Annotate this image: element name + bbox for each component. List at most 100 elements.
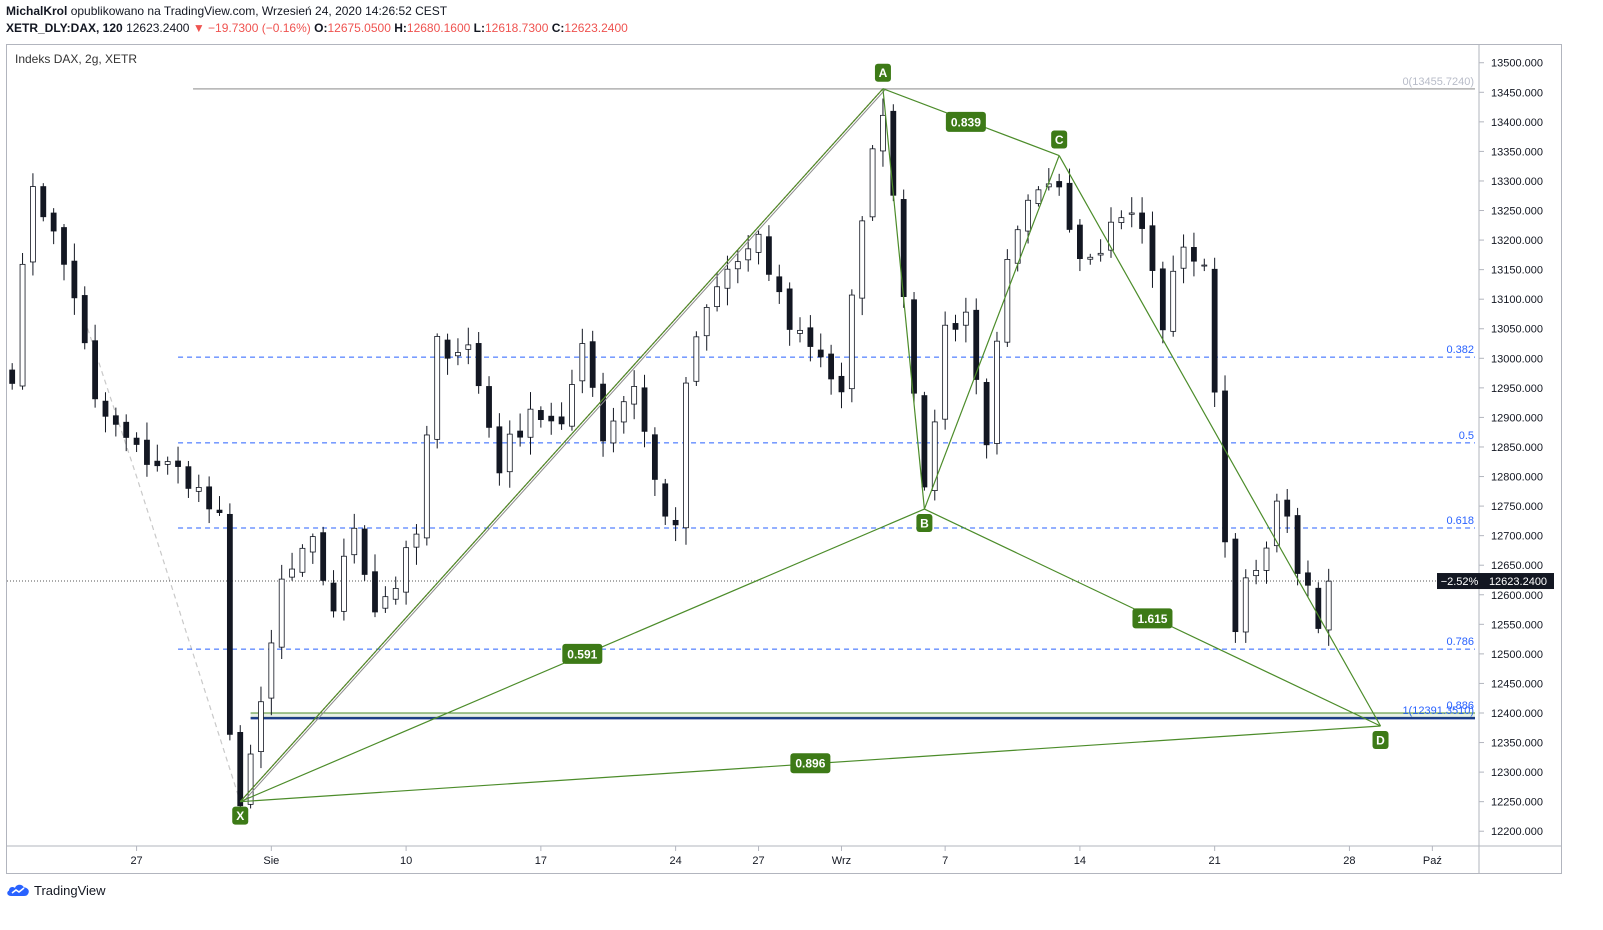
candle-body bbox=[579, 343, 586, 382]
candle-body bbox=[226, 513, 233, 735]
candle-body bbox=[610, 420, 617, 444]
candle-body bbox=[19, 263, 26, 387]
y-tick-label: 12500.000 bbox=[1491, 649, 1543, 661]
candle-body bbox=[1315, 587, 1322, 629]
candle-body bbox=[1263, 547, 1270, 571]
candle-body bbox=[745, 248, 752, 261]
y-tick-label: 12700.000 bbox=[1491, 531, 1543, 543]
last-price-tag bbox=[1482, 573, 1554, 590]
candle-body bbox=[475, 343, 482, 387]
pane-title: Indeks DAX, 2g, XETR bbox=[15, 52, 138, 66]
x-tick-label: 10 bbox=[400, 855, 412, 867]
pattern-line-AB bbox=[882, 88, 926, 510]
ratio-label-text: 0.896 bbox=[795, 757, 825, 771]
y-tick-label: 13150.000 bbox=[1491, 265, 1543, 277]
candle-body bbox=[1004, 259, 1011, 343]
candle-body bbox=[569, 384, 575, 427]
y-tick-label: 13200.000 bbox=[1491, 235, 1543, 247]
candle-body bbox=[734, 261, 741, 270]
candle-body bbox=[403, 547, 409, 593]
candle-body bbox=[289, 568, 295, 578]
candle-body bbox=[817, 349, 824, 358]
fibonacci-layer: 0(13455.7240) 0.382 0.5 0.618 0.786 0.8861(12… bbox=[7, 76, 1479, 720]
footer: TradingView bbox=[6, 882, 106, 898]
candle-body bbox=[361, 528, 368, 575]
candle-body bbox=[1035, 189, 1042, 204]
candle-body bbox=[983, 381, 990, 446]
y-tick-label: 12550.000 bbox=[1491, 619, 1543, 631]
candle-body bbox=[320, 532, 327, 581]
candle-body bbox=[61, 227, 67, 265]
candle-body bbox=[527, 408, 534, 438]
candle-body bbox=[206, 486, 213, 510]
candle-body bbox=[1305, 572, 1311, 586]
candle-body bbox=[351, 527, 358, 556]
candle-body bbox=[330, 582, 337, 612]
x-tick-label: 27 bbox=[752, 855, 764, 867]
candle-body bbox=[1066, 182, 1073, 230]
y-tick-label: 13500.000 bbox=[1491, 58, 1543, 70]
candle-body bbox=[278, 578, 285, 648]
candle-body bbox=[175, 460, 181, 467]
candle-body bbox=[776, 276, 783, 293]
candle-body bbox=[434, 336, 441, 440]
candle-body bbox=[693, 336, 700, 382]
x-tick-label: Sie bbox=[263, 855, 279, 867]
candle-body bbox=[382, 596, 389, 609]
candle-body bbox=[714, 286, 720, 308]
candle-body bbox=[962, 311, 969, 326]
author-name[interactable]: MichalKrol bbox=[6, 4, 68, 18]
candle-body bbox=[123, 421, 130, 438]
open-value: 12675.0500 bbox=[327, 21, 391, 35]
x-tick-label: 28 bbox=[1343, 855, 1355, 867]
fib-zone bbox=[250, 712, 1476, 719]
candle-body bbox=[465, 344, 472, 350]
candle-body bbox=[1128, 212, 1135, 215]
x-tick-label: 17 bbox=[535, 855, 547, 867]
candle-body bbox=[662, 483, 669, 517]
y-tick-label: 12800.000 bbox=[1491, 472, 1543, 484]
candle-body bbox=[1284, 499, 1291, 517]
x-tick-label: Paź bbox=[1423, 855, 1442, 867]
candle-body bbox=[683, 382, 689, 529]
ratio-label-text: 0.591 bbox=[567, 647, 597, 661]
candle-body bbox=[133, 437, 140, 445]
candle-body bbox=[548, 415, 555, 422]
x-tick-label: 7 bbox=[942, 855, 948, 867]
candle-body bbox=[838, 375, 845, 393]
candle-body bbox=[1211, 268, 1218, 393]
fib-level-label: 0.618 bbox=[1446, 515, 1474, 527]
trendline-layer bbox=[239, 88, 887, 803]
candle-body bbox=[797, 329, 803, 334]
candle-body bbox=[755, 233, 762, 253]
candle-body bbox=[1232, 538, 1239, 633]
point-label-C: C bbox=[1055, 133, 1064, 147]
candle-body bbox=[1077, 224, 1083, 259]
fib-level-label: 0.786 bbox=[1446, 636, 1474, 648]
open-label: O: bbox=[314, 21, 328, 35]
candle-body bbox=[496, 426, 503, 474]
candle-body bbox=[600, 383, 606, 442]
trend-line-gray bbox=[242, 88, 887, 802]
ratio-label-text: 0.839 bbox=[951, 115, 981, 129]
x-tick-label: Wrz bbox=[832, 855, 851, 867]
candle-body bbox=[486, 386, 492, 428]
candle-body bbox=[413, 533, 420, 548]
y-tick-label: 13050.000 bbox=[1491, 324, 1543, 336]
y-tick-label: 13450.000 bbox=[1491, 87, 1543, 99]
candle-body bbox=[641, 387, 648, 432]
candle-body bbox=[341, 555, 347, 612]
candle-body bbox=[1139, 212, 1145, 229]
tradingview-cloud-icon[interactable] bbox=[6, 882, 30, 898]
candle-body bbox=[1222, 390, 1228, 543]
y-tick-label: 12450.000 bbox=[1491, 678, 1543, 690]
dashed-path-layer bbox=[84, 319, 241, 802]
ratio-label-box bbox=[1132, 608, 1173, 629]
y-tick-label: 12400.000 bbox=[1491, 708, 1543, 720]
candle-body bbox=[258, 701, 264, 753]
candle-body bbox=[1201, 264, 1208, 267]
candle-body bbox=[1253, 570, 1260, 577]
candle-body bbox=[994, 340, 1000, 444]
brand-name[interactable]: TradingView bbox=[34, 882, 106, 898]
